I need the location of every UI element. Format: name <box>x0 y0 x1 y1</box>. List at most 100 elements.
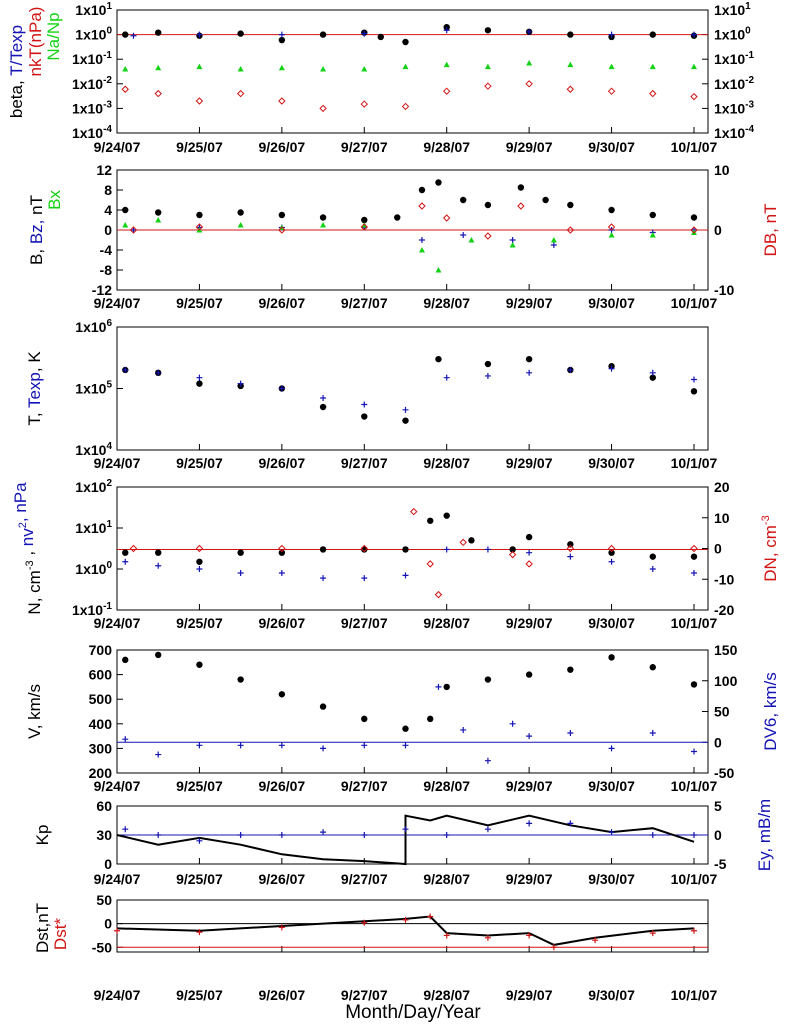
y-tick-label-right: 5 <box>714 798 722 814</box>
data-point-dot <box>690 681 698 688</box>
y-axis-label-part: , K <box>25 351 44 372</box>
data-point-dot <box>278 549 286 556</box>
data-point-dot <box>567 31 574 38</box>
data-point-diamond <box>278 226 286 234</box>
data-point-plus <box>361 832 368 838</box>
data-point-plus <box>649 730 656 737</box>
data-point-plus <box>122 558 129 565</box>
x-tick-label: 9/27/07 <box>341 871 388 887</box>
data-point-dot <box>459 196 467 204</box>
y-axis-label-right-part: DB, nT <box>761 204 780 257</box>
x-tick-label: 9/24/07 <box>94 139 141 155</box>
data-point-dot <box>155 29 162 36</box>
panel-kp: 0 30 60 -5 0 5 9/24/07 9/25/07 9/26/07 9/27/07 9/2… <box>33 798 774 887</box>
y-axis-label-part: Texp <box>25 372 44 408</box>
data-point-dot <box>649 553 656 560</box>
data-point-triangle <box>196 63 203 70</box>
series-2 <box>121 80 698 113</box>
data-point-dot <box>427 517 434 524</box>
data-point-diamond <box>525 560 533 568</box>
data-point-dot <box>278 36 286 44</box>
data-point-triangle <box>237 222 244 228</box>
data-point-plus <box>690 748 697 755</box>
data-point-dot <box>468 537 475 544</box>
y-tick-label-left: 0 <box>104 916 112 932</box>
data-point-plus <box>320 575 327 582</box>
data-point-dot <box>155 651 162 659</box>
data-point-plus <box>567 366 574 373</box>
data-point-plus <box>608 31 615 38</box>
y-tick-label-left: -50 <box>92 939 112 955</box>
data-point-diamond <box>690 544 698 553</box>
panel-dst: -50 0 50 9/24/07 9/25/07 9/26/07 9/27/07 9/28/0… <box>33 892 718 1003</box>
y-tick-label-left: 300 <box>89 740 113 756</box>
x-tick-label: 10/1/07 <box>671 139 718 155</box>
y-tick-label-left: 1x10-1 <box>72 601 112 618</box>
data-point-dot <box>319 546 327 553</box>
x-tick-label: 9/29/07 <box>506 139 553 155</box>
x-tick-label: 9/25/07 <box>176 295 223 311</box>
data-point-dot <box>427 715 434 723</box>
x-tick-label: 9/26/07 <box>258 871 305 887</box>
data-point-diamond <box>484 82 492 90</box>
x-tick-label: 9/28/07 <box>423 139 470 155</box>
x-tick-label: 9/24/07 <box>94 871 141 887</box>
y-axis-label-right-part: Ey, mB/m <box>755 799 774 871</box>
data-point-triangle <box>418 247 425 253</box>
data-point-plus <box>122 366 129 373</box>
x-tick-label: 9/29/07 <box>506 987 553 1003</box>
data-point-plus <box>526 28 533 35</box>
y-tick-label-left: 1x105 <box>75 380 112 397</box>
y-tick-label-left: 1x100 <box>75 560 112 577</box>
y-tick-label-left: 600 <box>89 667 113 683</box>
data-point-dot <box>196 558 203 565</box>
data-point-diamond <box>129 544 138 553</box>
data-point-dot <box>443 512 450 519</box>
x-tick-label: 9/28/07 <box>423 778 470 794</box>
y-tick-label-right: -50 <box>714 765 734 781</box>
data-point-dot <box>196 380 203 387</box>
data-point-diamond <box>418 202 426 210</box>
plot-frame <box>116 899 709 953</box>
y-axis-label: B, Bz, nT <box>27 195 46 265</box>
y-tick-label-left: 30 <box>96 827 112 843</box>
plot-frame <box>116 649 709 774</box>
data-point-plus <box>237 832 244 838</box>
x-tick-label: 9/24/07 <box>94 778 141 794</box>
x-tick-label: 9/24/07 <box>94 615 141 631</box>
y-tick-label-right: -5 <box>714 856 727 872</box>
data-point-dot <box>122 656 129 664</box>
y-tick-label-left: 1x10-1 <box>72 50 112 67</box>
data-point-plus <box>122 826 129 833</box>
data-point-plus <box>427 913 434 920</box>
plot-frame <box>116 486 709 611</box>
data-point-plus <box>690 376 697 383</box>
data-point-plus <box>402 916 409 923</box>
data-point-triangle <box>155 64 162 71</box>
panel-density: 1x10-1 1x100 1x101 1x102 -20 -10 0 10 20 9/24/07 9… <box>11 478 780 631</box>
data-point-dot <box>237 549 244 556</box>
x-tick-label: 9/30/07 <box>588 139 635 155</box>
y-axis-label-part: Bz, <box>27 215 46 244</box>
data-point-triangle <box>649 63 656 70</box>
y-tick-label-left: 700 <box>89 642 113 658</box>
series-0 <box>122 179 698 224</box>
data-point-plus <box>509 237 516 243</box>
data-point-plus <box>567 553 574 560</box>
data-point-dot <box>361 413 368 420</box>
data-point-dot <box>155 209 162 216</box>
data-point-diamond <box>607 223 616 231</box>
x-tick-label: 9/27/07 <box>341 987 388 1003</box>
data-point-plus <box>196 837 203 844</box>
series-1 <box>130 27 697 39</box>
data-point-plus <box>484 757 491 764</box>
data-point-dot <box>649 31 656 38</box>
data-point-triangle <box>526 60 533 66</box>
x-tick-label: 10/1/07 <box>671 295 718 311</box>
data-point-dot <box>196 211 203 219</box>
data-point-triangle <box>155 217 162 223</box>
data-point-plus <box>361 575 368 582</box>
data-point-diamond <box>360 100 368 108</box>
data-point-plus <box>567 730 574 737</box>
